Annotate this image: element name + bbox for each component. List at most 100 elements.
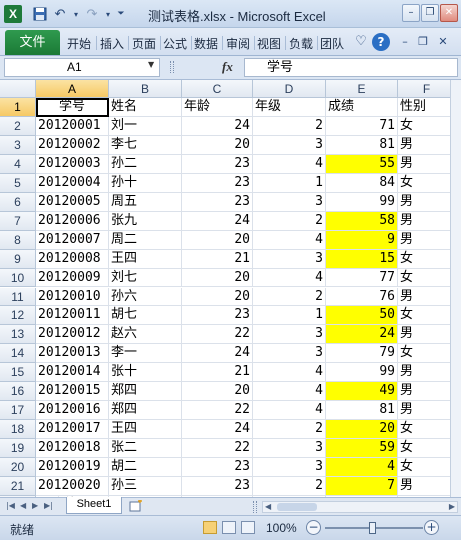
table-cell[interactable]: 20120019 <box>36 458 109 477</box>
select-all-corner[interactable] <box>0 80 36 98</box>
table-cell[interactable]: 女 <box>398 268 456 288</box>
table-cell[interactable]: 孙二 <box>109 154 182 174</box>
table-cell[interactable]: 王四 <box>109 249 182 269</box>
row-header[interactable]: 8 <box>0 230 36 250</box>
redo-icon[interactable]: ↷ <box>86 6 98 22</box>
table-cell[interactable]: 20120012 <box>36 325 109 345</box>
table-cell[interactable]: 23 <box>182 173 253 193</box>
table-cell[interactable]: 4 <box>253 401 326 421</box>
row-header[interactable]: 18 <box>0 420 36 440</box>
table-cell[interactable]: 3 <box>253 344 326 364</box>
table-cell[interactable]: 胡七 <box>109 306 182 326</box>
prev-sheet-icon[interactable]: ◀ <box>20 501 27 510</box>
table-cell[interactable]: 22 <box>182 401 253 421</box>
table-cell[interactable]: 77 <box>326 268 398 288</box>
table-cell[interactable]: 20120002 <box>36 135 109 155</box>
table-cell[interactable]: 99 <box>326 363 398 383</box>
column-header-d[interactable]: D <box>253 80 326 98</box>
table-cell[interactable]: 20120018 <box>36 439 109 459</box>
page-layout-view-icon[interactable] <box>222 521 236 534</box>
table-header-cell[interactable]: 成绩 <box>326 98 398 117</box>
table-cell[interactable]: 3 <box>253 458 326 477</box>
row-header[interactable]: 6 <box>0 192 36 212</box>
table-cell[interactable]: 20120001 <box>36 116 109 136</box>
table-cell[interactable]: 20120007 <box>36 230 109 250</box>
tab-formulas[interactable]: 公式 <box>163 37 188 51</box>
table-cell[interactable]: 20 <box>182 382 253 402</box>
page-break-view-icon[interactable] <box>241 521 255 534</box>
table-cell[interactable]: 22 <box>182 439 253 459</box>
tab-page-layout[interactable]: 页面 <box>132 37 157 51</box>
tab-team[interactable]: 团队 <box>320 37 345 51</box>
zoom-out-icon[interactable]: − <box>306 520 321 535</box>
table-cell[interactable]: 女 <box>398 458 456 477</box>
zoom-slider-thumb[interactable] <box>369 522 376 534</box>
table-cell[interactable]: 23 <box>182 154 253 174</box>
normal-view-icon[interactable] <box>203 521 217 534</box>
excel-logo-icon[interactable]: X <box>4 5 22 23</box>
table-cell[interactable]: 周五 <box>109 192 182 212</box>
table-cell[interactable]: 50 <box>326 306 398 326</box>
vertical-scrollbar[interactable] <box>450 80 461 497</box>
table-cell[interactable]: 20120013 <box>36 344 109 364</box>
table-header-cell[interactable]: 性别 <box>398 98 456 117</box>
table-cell[interactable]: 81 <box>326 135 398 155</box>
row-header[interactable]: 17 <box>0 401 36 421</box>
undo-dropdown-icon[interactable]: ▾ <box>73 9 78 19</box>
table-cell[interactable]: 3 <box>253 325 326 345</box>
horizontal-scroll-thumb[interactable] <box>277 503 317 511</box>
table-cell[interactable]: 20120015 <box>36 382 109 402</box>
table-header-cell[interactable]: 学号 <box>36 98 109 117</box>
tab-home[interactable]: 开始 <box>67 37 92 51</box>
row-header[interactable]: 10 <box>0 268 36 288</box>
table-cell[interactable]: 男 <box>398 401 456 421</box>
table-cell[interactable]: 男 <box>398 154 456 174</box>
scroll-left-icon[interactable]: ◀ <box>265 502 272 511</box>
row-header[interactable]: 16 <box>0 382 36 402</box>
table-cell[interactable]: 20 <box>326 420 398 440</box>
table-cell[interactable]: 49 <box>326 382 398 402</box>
table-cell[interactable]: 3 <box>253 135 326 155</box>
table-cell[interactable]: 周二 <box>109 230 182 250</box>
row-header[interactable]: 2 <box>0 116 36 136</box>
table-cell[interactable]: 2 <box>253 287 326 307</box>
column-header-a[interactable]: A <box>36 80 109 98</box>
column-header-f[interactable]: F <box>398 80 456 98</box>
table-cell[interactable]: 女 <box>398 249 456 269</box>
tab-insert[interactable]: 插入 <box>100 37 125 51</box>
table-cell[interactable]: 赵六 <box>109 325 182 345</box>
tab-data[interactable]: 数据 <box>194 37 219 51</box>
table-cell[interactable]: 23 <box>182 477 253 496</box>
table-cell[interactable]: 王四 <box>109 420 182 440</box>
close-icon[interactable]: ✕ <box>440 4 458 22</box>
table-cell[interactable]: 4 <box>253 154 326 174</box>
name-box[interactable]: A1 <box>4 58 160 77</box>
customize-toolbar-icon[interactable]: ⏷ <box>117 9 125 19</box>
table-cell[interactable]: 24 <box>182 116 253 136</box>
sheet-tab-sheet1[interactable]: Sheet1 <box>66 497 122 514</box>
name-box-dropdown-icon[interactable]: ▼ <box>148 60 155 69</box>
table-cell[interactable]: 3 <box>253 192 326 212</box>
table-cell[interactable]: 20120008 <box>36 249 109 269</box>
table-cell[interactable]: 15 <box>326 249 398 269</box>
zoom-level[interactable]: 100% <box>266 521 297 535</box>
table-cell[interactable]: 23 <box>182 458 253 477</box>
table-cell[interactable]: 20120020 <box>36 477 109 496</box>
table-cell[interactable]: 20120017 <box>36 420 109 440</box>
table-cell[interactable]: 84 <box>326 173 398 193</box>
table-header-cell[interactable]: 年龄 <box>182 98 253 117</box>
table-cell[interactable]: 郑四 <box>109 382 182 402</box>
zoom-in-icon[interactable]: + <box>424 520 439 535</box>
table-cell[interactable]: 20120005 <box>36 192 109 212</box>
table-cell[interactable]: 2 <box>253 116 326 136</box>
table-cell[interactable]: 男 <box>398 211 456 231</box>
table-cell[interactable]: 4 <box>253 268 326 288</box>
minimize-icon[interactable]: – <box>402 4 420 22</box>
table-cell[interactable]: 76 <box>326 287 398 307</box>
column-header-c[interactable]: C <box>182 80 253 98</box>
ribbon-minimize-icon[interactable]: – <box>402 35 408 48</box>
row-header[interactable]: 11 <box>0 287 36 307</box>
table-cell[interactable]: 男 <box>398 325 456 345</box>
formula-input[interactable]: 学号 <box>244 58 458 77</box>
save-icon[interactable] <box>30 4 50 24</box>
